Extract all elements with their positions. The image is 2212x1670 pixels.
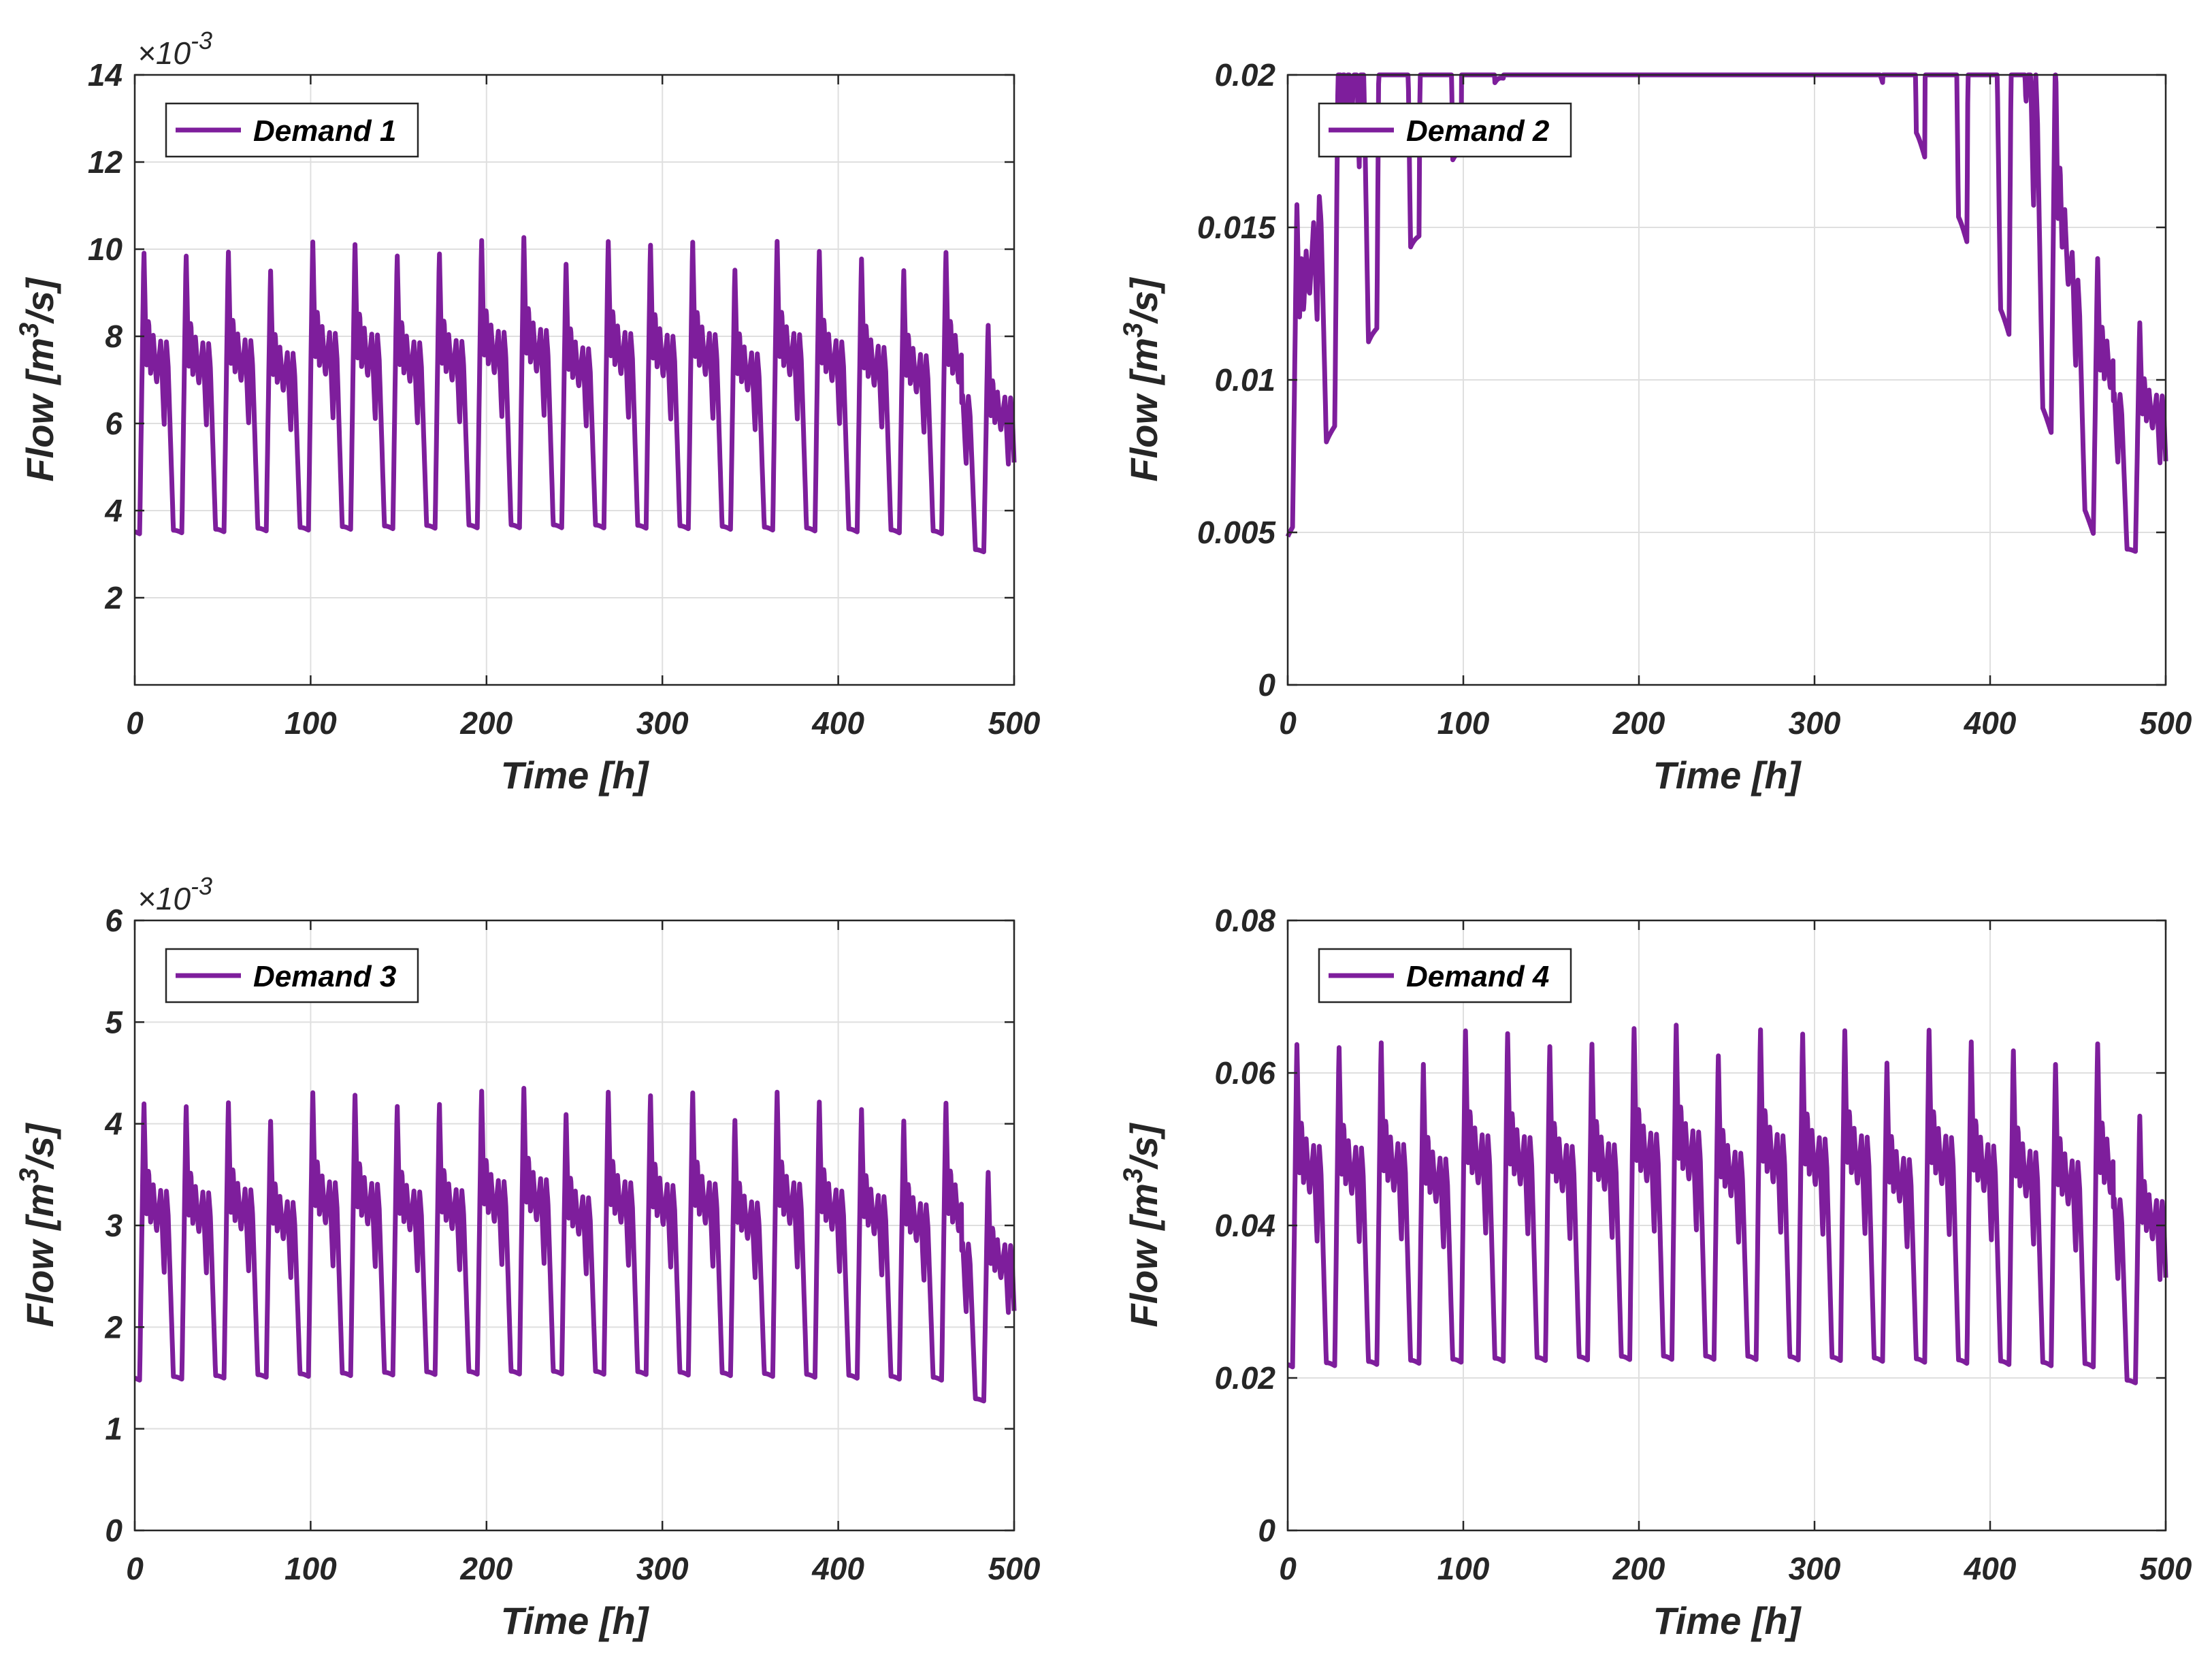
- x-tick-label: 400: [811, 705, 864, 741]
- legend-entry: Demand 1: [253, 114, 396, 148]
- chart-panel-2: 0 100 200 300 400 500 0 0.005 0.01 0.015 0.02 Time …: [1118, 57, 2192, 797]
- y-tick-label: 4: [104, 1106, 123, 1142]
- legend: Demand 4: [1318, 948, 1572, 1003]
- y-tick-label: 4: [104, 493, 123, 528]
- y-tick-label: 0.06: [1214, 1055, 1275, 1091]
- y-tick-label: 0.02: [1214, 1360, 1275, 1396]
- y-tick-label: 14: [88, 57, 123, 93]
- x-tick-label: 0: [1279, 705, 1297, 741]
- axes-box: [133, 74, 1015, 686]
- x-tick-label: 200: [1612, 1551, 1665, 1586]
- chart-panel-4: 0 100 200 300 400 500 0 0.02 0.04 0.06 0.08 Time [h…: [1118, 903, 2192, 1642]
- x-axis-title: Time [h]: [501, 1599, 650, 1642]
- y-tick-label: 0.02: [1214, 57, 1275, 93]
- x-tick-label: 300: [636, 1551, 689, 1586]
- axis-exponent: ×10-3: [137, 27, 212, 71]
- y-tick-label: 0.08: [1214, 903, 1275, 938]
- series-line-demand-3: [133, 1086, 1017, 1404]
- x-tick-label: 0: [126, 1551, 144, 1586]
- x-tick-label: 100: [1437, 1551, 1490, 1586]
- y-tick-label: 6: [105, 903, 123, 938]
- legend-entry: Demand 3: [253, 960, 396, 993]
- y-tick-label: 3: [105, 1208, 123, 1243]
- x-tick-label: 200: [459, 705, 513, 741]
- y-axis-title: Flow [m3/s]: [14, 1122, 61, 1327]
- y-tick-label: 0: [1258, 667, 1275, 703]
- series-line-demand-1: [133, 235, 1017, 555]
- x-tick-label: 0: [1279, 1551, 1297, 1586]
- x-tick-label: 500: [2140, 705, 2192, 741]
- y-tick-label: 12: [88, 144, 123, 180]
- legend: Demand 2: [1318, 102, 1572, 158]
- y-tick-label: 1: [105, 1411, 123, 1447]
- x-tick-label: 100: [284, 705, 337, 741]
- x-tick-label: 100: [1437, 705, 1490, 741]
- y-tick-label: 5: [105, 1004, 123, 1040]
- y-tick-label: 10: [88, 231, 123, 267]
- legend: Demand 3: [165, 948, 419, 1003]
- x-axis-title: Time [h]: [1653, 754, 1802, 797]
- y-tick-label: 0.015: [1197, 210, 1277, 245]
- x-tick-label: 400: [1964, 705, 2017, 741]
- x-axis-title: Time [h]: [1653, 1599, 1802, 1642]
- y-tick-label: 0.005: [1197, 515, 1277, 550]
- axis-exponent: ×10-3: [137, 872, 212, 916]
- y-tick-label: 2: [104, 1309, 123, 1345]
- x-tick-label: 100: [284, 1551, 337, 1586]
- x-tick-label: 500: [988, 1551, 1041, 1586]
- y-tick-label: 0: [1258, 1513, 1275, 1548]
- y-axis-title: Flow [m3/s]: [1118, 276, 1165, 481]
- x-tick-label: 400: [1964, 1551, 2017, 1586]
- x-tick-label: 300: [636, 705, 689, 741]
- x-tick-label: 200: [459, 1551, 513, 1586]
- x-tick-label: 500: [2140, 1551, 2192, 1586]
- y-axis-title: Flow [m3/s]: [14, 276, 61, 481]
- y-axis-title: Flow [m3/s]: [1118, 1122, 1165, 1327]
- legend-entry: Demand 4: [1406, 960, 1549, 993]
- y-tick-label: 2: [104, 580, 123, 615]
- x-tick-label: 200: [1612, 705, 1665, 741]
- legend: Demand 1: [165, 102, 419, 158]
- series-line-demand-4: [1286, 1023, 2168, 1385]
- y-tick-label: 8: [105, 319, 123, 354]
- x-tick-label: 300: [1789, 1551, 1841, 1586]
- chart-panel-3: 0 100 200 300 400 500 0 1 2 3 4 5 6 ×10-3 Time [h] Flow…: [14, 872, 1041, 1642]
- y-tick-label: 0: [105, 1513, 123, 1548]
- x-tick-label: 0: [126, 705, 144, 741]
- y-tick-label: 0.01: [1214, 362, 1275, 398]
- y-tick-label: 6: [105, 406, 123, 441]
- chart-panel-1: 0 100 200 300 400 500 2 4 6 8 10 12 14 ×10-3 Time [h] F…: [14, 27, 1041, 797]
- y-tick-label: 0.04: [1214, 1208, 1275, 1243]
- x-tick-label: 400: [811, 1551, 864, 1586]
- x-tick-label: 300: [1789, 705, 1841, 741]
- legend-box: [1318, 102, 1572, 158]
- x-tick-label: 500: [988, 705, 1041, 741]
- legend-entry: Demand 2: [1406, 114, 1550, 148]
- legend-box: [165, 948, 419, 1003]
- x-axis-title: Time [h]: [501, 754, 650, 797]
